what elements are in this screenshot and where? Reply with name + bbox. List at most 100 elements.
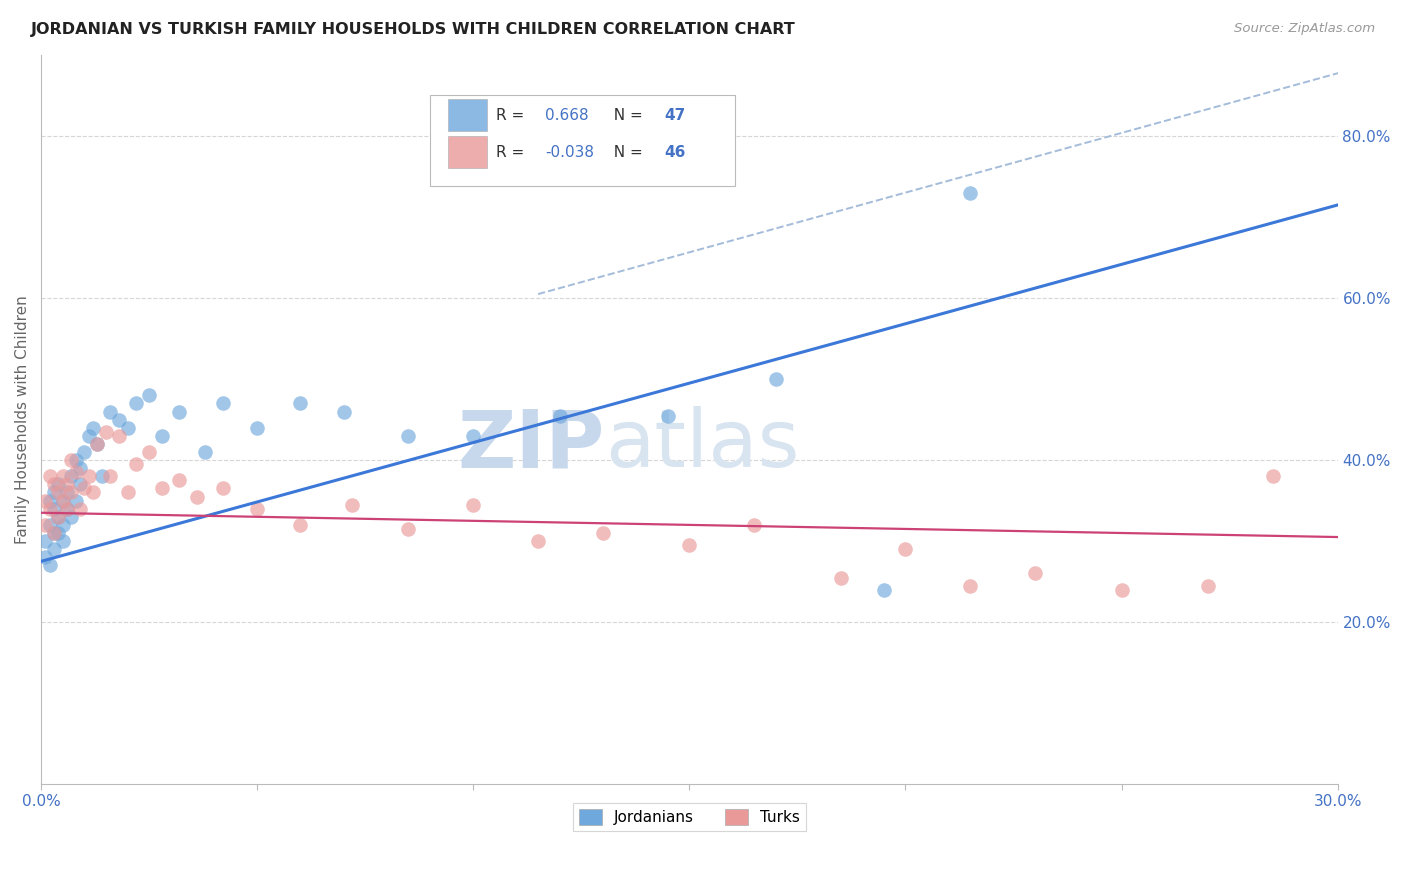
Point [69, 461, 91, 475]
Point [52, 469, 75, 483]
Point [959, 579, 981, 593]
Point [463, 429, 485, 443]
Point [194, 445, 217, 459]
Point [48, 526, 70, 541]
Point [527, 534, 550, 549]
Point [38, 469, 60, 483]
Point [398, 429, 420, 443]
Point [290, 396, 312, 410]
Point [48, 509, 70, 524]
Text: R =: R = [496, 108, 529, 123]
Text: 47: 47 [665, 108, 686, 123]
Point [42, 526, 65, 541]
Point [38, 493, 60, 508]
Text: N =: N = [603, 145, 647, 160]
Point [69, 501, 91, 516]
Point [332, 404, 354, 418]
Point [60, 509, 83, 524]
Point [34, 493, 56, 508]
Text: ZIP: ZIP [458, 406, 605, 484]
Point [69, 477, 91, 491]
Point [742, 517, 765, 532]
Point [894, 542, 917, 557]
Point [65, 465, 87, 479]
Point [125, 457, 148, 471]
Point [592, 526, 614, 541]
Point [34, 550, 56, 565]
FancyBboxPatch shape [449, 136, 486, 169]
Point [186, 490, 208, 504]
Point [82, 485, 104, 500]
Text: -0.038: -0.038 [546, 145, 595, 160]
Point [38, 517, 60, 532]
Point [98, 404, 121, 418]
Point [38, 558, 60, 573]
Text: JORDANIAN VS TURKISH FAMILY HOUSEHOLDS WITH CHILDREN CORRELATION CHART: JORDANIAN VS TURKISH FAMILY HOUSEHOLDS W… [31, 22, 796, 37]
Point [211, 396, 233, 410]
Text: 46: 46 [665, 145, 686, 160]
Text: 0.668: 0.668 [546, 108, 589, 123]
Point [82, 420, 104, 434]
Point [56, 477, 79, 491]
Point [108, 412, 131, 426]
Point [73, 482, 96, 496]
Text: N =: N = [603, 108, 647, 123]
Point [65, 493, 87, 508]
Point [42, 477, 65, 491]
Point [42, 542, 65, 557]
Point [169, 404, 191, 418]
Point [117, 485, 139, 500]
Point [48, 509, 70, 524]
Point [90, 469, 112, 483]
Point [56, 501, 79, 516]
Point [77, 469, 100, 483]
Point [246, 501, 269, 516]
Point [150, 482, 173, 496]
Point [138, 445, 160, 459]
Point [290, 517, 312, 532]
Point [48, 477, 70, 491]
Point [52, 493, 75, 508]
Point [463, 498, 485, 512]
Point [959, 186, 981, 200]
Point [52, 517, 75, 532]
Point [86, 437, 108, 451]
Point [60, 469, 83, 483]
Text: atlas: atlas [605, 406, 800, 484]
Point [34, 517, 56, 532]
Legend: Jordanians, Turks: Jordanians, Turks [572, 803, 806, 831]
Point [150, 429, 173, 443]
Point [42, 526, 65, 541]
Point [169, 474, 191, 488]
FancyBboxPatch shape [430, 95, 735, 186]
Point [52, 534, 75, 549]
Point [98, 469, 121, 483]
Point [1197, 579, 1219, 593]
Point [211, 482, 233, 496]
Point [1111, 582, 1133, 597]
Point [86, 437, 108, 451]
Point [398, 522, 420, 536]
Point [60, 453, 83, 467]
Point [125, 396, 148, 410]
Point [108, 429, 131, 443]
Point [678, 538, 700, 552]
Point [52, 493, 75, 508]
Point [42, 485, 65, 500]
FancyBboxPatch shape [449, 99, 486, 131]
Text: Source: ZipAtlas.com: Source: ZipAtlas.com [1234, 22, 1375, 36]
Point [830, 570, 852, 584]
Point [1261, 469, 1284, 483]
Point [138, 388, 160, 402]
Point [765, 372, 787, 386]
Point [48, 485, 70, 500]
Point [77, 429, 100, 443]
Point [42, 501, 65, 516]
Point [65, 453, 87, 467]
Point [38, 501, 60, 516]
Point [34, 534, 56, 549]
Point [94, 425, 117, 439]
Point [60, 485, 83, 500]
Text: R =: R = [496, 145, 529, 160]
Point [657, 409, 679, 423]
